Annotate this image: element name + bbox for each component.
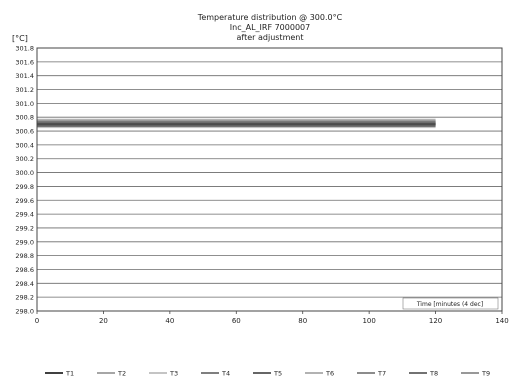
legend-label-t2: T2 <box>117 370 126 378</box>
x-tick-label: 0 <box>35 317 39 325</box>
legend-label-t1: T1 <box>65 370 74 378</box>
legend-label-t9: T9 <box>481 370 490 378</box>
y-tick-label: 299.6 <box>15 197 34 205</box>
y-tick-label: 301.2 <box>15 86 34 94</box>
legend-label-t5: T5 <box>273 370 282 378</box>
x-tick-label: 140 <box>495 317 508 325</box>
chart-title-line-1: Temperature distribution @ 300.0°C <box>197 13 343 22</box>
x-axis-label-box: Time [minutes (4 dec] <box>402 297 499 310</box>
chart-title: Temperature distribution @ 300.0°C Inc_A… <box>197 13 343 42</box>
legend-label-t8: T8 <box>429 370 438 378</box>
y-tick-label: 298.4 <box>15 280 34 288</box>
x-tick-label: 20 <box>99 317 108 325</box>
x-tick-label: 120 <box>429 317 442 325</box>
y-axis-label: [°C] <box>12 34 28 43</box>
legend: T1 T2 T3 T4 T5 T6 T7 T8 T9 <box>45 370 490 378</box>
y-tick-label: 300.4 <box>15 141 34 149</box>
y-tick-label: 299.4 <box>15 211 34 219</box>
x-axis-label: Time [minutes (4 dec] <box>416 301 483 308</box>
y-tick-label: 300.6 <box>15 128 34 136</box>
x-tick-label: 100 <box>362 317 375 325</box>
x-axis-label-frame <box>402 297 499 310</box>
x-tick-label: 60 <box>232 317 241 325</box>
legend-label-t4: T4 <box>221 370 230 378</box>
x-tick-label: 80 <box>298 317 307 325</box>
y-tick-label: 300.8 <box>15 114 34 122</box>
y-tick-label: 299.0 <box>15 238 34 246</box>
y-axis-ticks: 301.8 301.6 301.4 301.2 301.0 300.8 300.6 300.4… <box>15 45 34 316</box>
plot-frame <box>36 47 503 312</box>
legend-label-t6: T6 <box>325 370 334 378</box>
chart-title-line-3: after adjustment <box>237 33 304 42</box>
y-tick-label: 298.2 <box>15 294 34 302</box>
y-tick-label: 298.8 <box>15 252 34 260</box>
chart-title-line-2: Inc_AL_IRF 7000007 <box>230 23 310 32</box>
y-tick-label: 300.2 <box>15 155 34 163</box>
y-tick-label: 301.4 <box>15 72 34 80</box>
y-tick-label: 299.8 <box>15 183 34 191</box>
y-tick-label: 298.0 <box>15 308 34 316</box>
grid-lines <box>37 47 502 312</box>
y-tick-label: 298.6 <box>15 266 34 274</box>
y-tick-label: 301.0 <box>15 100 34 108</box>
x-tick-label: 40 <box>165 317 174 325</box>
legend-label-t7: T7 <box>377 370 386 378</box>
y-tick-label: 301.8 <box>15 45 34 53</box>
y-tick-label: 301.6 <box>15 58 34 66</box>
y-tick-label: 300.0 <box>15 169 34 177</box>
legend-label-t3: T3 <box>169 370 178 378</box>
y-tick-label: 299.2 <box>15 224 34 232</box>
series-lines <box>37 118 436 129</box>
